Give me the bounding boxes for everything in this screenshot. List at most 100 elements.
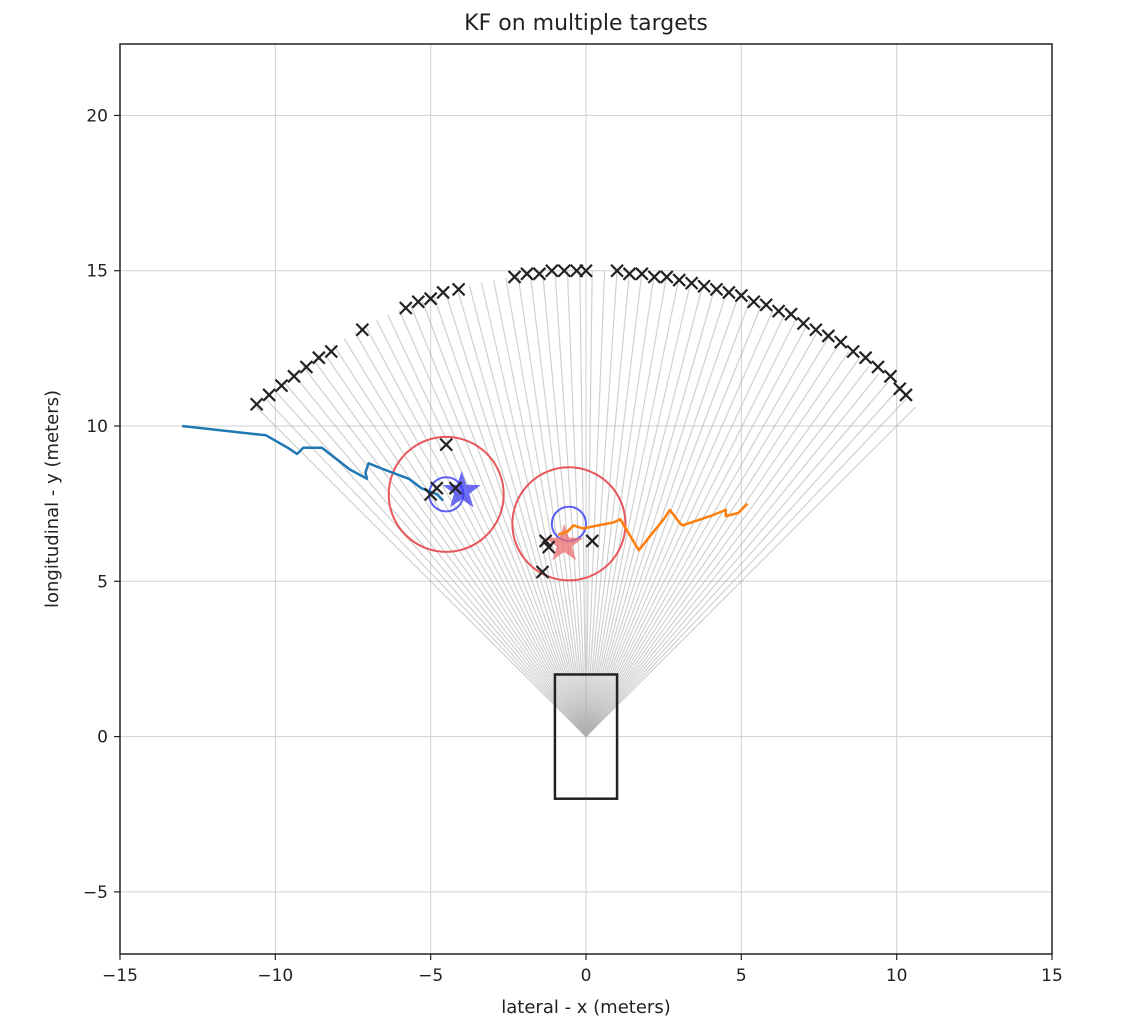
sensor-beam <box>292 373 587 737</box>
detection-marker <box>274 378 289 393</box>
sensor-beam <box>274 389 587 737</box>
ego-vehicle <box>553 673 619 800</box>
sensor-beam <box>529 273 587 737</box>
detection-marker <box>647 270 662 284</box>
sensor-beam <box>456 288 587 737</box>
x-tick-label: 15 <box>1041 966 1063 986</box>
track-gate-circle <box>387 435 505 553</box>
detection-marker <box>423 291 438 306</box>
sensor-beam <box>492 279 587 737</box>
sensor-beam <box>585 296 739 737</box>
sensor-beam <box>333 344 587 737</box>
sensor-beam <box>421 300 587 737</box>
sensor-beam <box>444 292 587 737</box>
x-tick-label: −10 <box>257 966 293 986</box>
detection-marker <box>262 388 276 402</box>
detection-marker <box>684 276 699 290</box>
detection-marker <box>871 360 885 374</box>
detection-marker <box>312 350 326 365</box>
trajectory-line <box>557 502 749 552</box>
sensor-beam <box>585 304 763 737</box>
detection-marker <box>858 350 873 365</box>
trajectory-line <box>181 424 444 502</box>
detection-marker <box>759 298 773 312</box>
detection-marker <box>709 282 724 297</box>
detection-marker <box>448 481 463 495</box>
detection-marker <box>520 267 534 281</box>
sensor-beam <box>585 300 751 737</box>
detection-marker <box>545 263 559 278</box>
sensor-beam <box>343 338 587 737</box>
detection-marker <box>399 301 413 315</box>
detection-marker <box>784 307 798 321</box>
sensor-beam <box>322 351 587 737</box>
detection-marker <box>672 273 686 287</box>
detection-marker <box>622 267 637 281</box>
detection-marker <box>249 397 264 412</box>
grid <box>119 44 1053 954</box>
x-tick-label: −15 <box>102 966 138 986</box>
sensor-beam <box>433 296 587 737</box>
sensor-beam <box>517 275 587 737</box>
sensor-beam <box>585 381 889 737</box>
sensor-beam <box>585 320 796 737</box>
track-gate-circle <box>511 466 627 582</box>
y-axis-label: longitudinal - y (meters) <box>42 390 63 608</box>
sensor-beam <box>256 406 587 738</box>
sensor-beams <box>256 270 916 738</box>
sensor-beam <box>585 406 916 738</box>
sensor-beam <box>542 272 587 737</box>
y-tick-label: 10 <box>86 417 108 437</box>
detection-marker <box>287 369 301 384</box>
sensor-beam <box>585 351 850 737</box>
x-tick-label: 5 <box>736 966 747 986</box>
x-tick-label: −5 <box>418 966 443 986</box>
sensor-beam <box>585 373 880 737</box>
sensor-beam <box>585 270 593 737</box>
sensor-beam <box>264 398 587 738</box>
sensor-beam <box>585 331 818 737</box>
y-tick-label: 0 <box>97 728 108 748</box>
track-star-marker <box>545 524 584 561</box>
sensor-beam <box>376 320 587 737</box>
sensor-beam <box>585 288 716 737</box>
sensor-beam <box>585 325 807 737</box>
detection-marker <box>535 565 550 579</box>
detection-marker <box>324 344 339 359</box>
sensor-beam <box>468 285 587 737</box>
sensor-beam <box>365 325 587 737</box>
sensor-beam <box>387 314 587 737</box>
detection-marker <box>423 487 438 502</box>
sensor-beam <box>585 358 860 737</box>
detection-marker <box>846 344 860 359</box>
sensor-beam <box>585 398 908 738</box>
sensor-beam <box>585 344 839 737</box>
sensor-beam <box>585 285 704 737</box>
sensor-beam <box>312 358 587 737</box>
detection-marker <box>883 369 898 384</box>
sensor-beam <box>585 272 630 737</box>
sensor-beam <box>579 270 587 737</box>
sensor-beam <box>585 282 692 737</box>
detection-marker <box>899 388 913 402</box>
sensor-beam <box>398 309 587 737</box>
sensor-beam <box>585 273 643 737</box>
sensor-beam <box>283 381 587 737</box>
y-tick-label: −5 <box>83 883 108 903</box>
sensor-beam <box>585 271 606 737</box>
sensor-beam <box>585 338 829 737</box>
detection-marker <box>771 304 786 318</box>
sensor-beam <box>585 366 870 737</box>
detection-marker <box>796 316 811 331</box>
detection-marker <box>610 263 624 278</box>
track-star-marker <box>442 471 481 508</box>
detection-marker <box>355 322 370 337</box>
sensor-beam <box>505 277 587 737</box>
detection-marker <box>585 534 599 548</box>
detection-marker <box>659 270 674 284</box>
detection-marker <box>411 295 426 309</box>
sensor-beam <box>585 277 667 737</box>
sensor-beam <box>585 275 655 737</box>
track-estimate-circle <box>550 505 587 542</box>
